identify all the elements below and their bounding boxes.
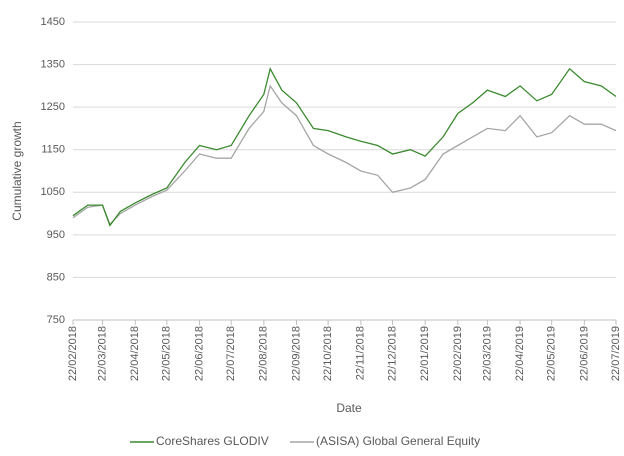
x-tick-label: 22/02/2018 [67, 326, 79, 381]
x-tick-label: 22/05/2019 [546, 326, 558, 381]
x-tick-label: 22/08/2018 [258, 326, 270, 381]
legend-label: CoreShares GLODIV [156, 434, 269, 448]
y-tick-label: 750 [47, 314, 65, 326]
x-tick-label: 22/03/2019 [481, 326, 493, 381]
series-line [72, 67, 617, 227]
x-tick-label: 22/07/2019 [610, 326, 622, 381]
x-tick-label: 22/06/2019 [578, 326, 590, 381]
x-tick-label: 22/06/2018 [193, 326, 205, 381]
series-line [72, 84, 617, 226]
y-tick-label: 1050 [41, 186, 65, 198]
y-axis-title: Cumulative growth [10, 121, 24, 220]
x-tick-label: 22/01/2019 [419, 326, 431, 381]
x-tick-label: 22/03/2018 [96, 326, 108, 381]
y-tick-label: 1250 [41, 101, 65, 113]
x-tick-label: 22/09/2018 [290, 326, 302, 381]
legend-label: (ASISA) Global General Equity [316, 434, 480, 448]
x-tick-label: 22/11/2018 [355, 326, 367, 380]
x-tick-label: 22/02/2019 [452, 326, 464, 381]
y-tick-label: 1150 [41, 144, 65, 156]
y-tick-label: 1350 [41, 58, 65, 70]
x-tick-label: 22/04/2019 [514, 326, 526, 381]
x-tick-label: 22/07/2018 [225, 326, 237, 381]
x-tick-label: 22/04/2018 [129, 326, 141, 381]
x-tick-label: 22/05/2018 [161, 326, 173, 381]
x-axis-title: Date [336, 401, 362, 415]
y-tick-label: 1450 [41, 16, 65, 28]
y-tick-label: 850 [47, 271, 65, 283]
y-tick-label: 950 [47, 229, 65, 241]
x-tick-label: 22/12/2018 [386, 326, 398, 381]
x-tick-label: 22/10/2018 [322, 326, 334, 381]
